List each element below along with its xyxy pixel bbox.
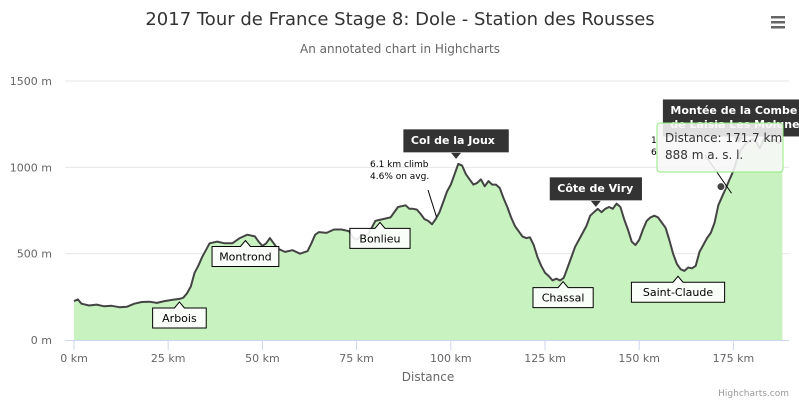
elevation-area-fill bbox=[74, 138, 783, 340]
x-tick-label: 150 km bbox=[618, 352, 660, 365]
tooltip-elevation-text: 888 m a. s. l. bbox=[665, 148, 743, 162]
annotation-text: Montrond bbox=[219, 251, 271, 264]
tooltip-distance-text: Distance: 171.7 km bbox=[665, 131, 782, 145]
annotation-light-label: Montrond bbox=[211, 239, 280, 268]
annotation-dark-label: Col de la Joux bbox=[402, 128, 510, 159]
annotation-text: Bonlieu bbox=[359, 232, 400, 245]
credits-link[interactable]: Highcharts.com bbox=[718, 389, 789, 399]
annotation-text: Col de la Joux bbox=[411, 134, 495, 147]
annotation-box bbox=[548, 176, 643, 202]
annotation-light-label: Saint-Claude bbox=[630, 275, 726, 303]
annotation-text: 6 bbox=[651, 148, 657, 158]
chart-subtitle: An annotated chart in Highcharts bbox=[300, 42, 500, 56]
annotation-text: Saint-Claude bbox=[643, 286, 713, 299]
y-tick-label: 1000 m bbox=[10, 161, 52, 174]
annotation-text: Chassal bbox=[542, 292, 585, 305]
elevation-line bbox=[73, 137, 784, 309]
annotation-box bbox=[630, 275, 726, 303]
context-menu-button[interactable] bbox=[765, 10, 791, 34]
annotation-text: Arbois bbox=[162, 312, 197, 325]
x-tick-label: 100 km bbox=[430, 352, 472, 365]
annotation-box bbox=[402, 128, 510, 154]
hover-point-marker bbox=[716, 182, 726, 192]
annotation-text: 6.1 km climb bbox=[370, 160, 429, 170]
axes: 0 m 500 m 1000 m 1500 m 0 km 25 km 50 km 75 km 1… bbox=[10, 75, 789, 365]
annotation-plain-label: 6.1 km climb 4.6% on avg. bbox=[370, 160, 437, 218]
chart-title: 2017 Tour de France Stage 8: Dole - Stat… bbox=[145, 9, 654, 30]
annotations: Col de la Joux Côte de Viry Montée de la C… bbox=[152, 98, 799, 329]
annotation-text: Montée de la Combe bbox=[670, 104, 797, 117]
annotation-pointer bbox=[590, 200, 601, 207]
annotation-box bbox=[152, 301, 207, 329]
x-tick-label: 75 km bbox=[339, 352, 374, 365]
annotation-box bbox=[349, 221, 411, 249]
annotation-box bbox=[532, 280, 594, 309]
y-tick-label: 500 m bbox=[17, 248, 52, 261]
annotation-text: Côte de Viry bbox=[557, 182, 633, 195]
annotation-dark-label: Côte de Viry bbox=[548, 176, 643, 207]
x-tick-label: 25 km bbox=[151, 352, 186, 365]
annotation-text: 4.6% on avg. bbox=[370, 172, 429, 182]
x-axis-title: Distance bbox=[402, 370, 454, 384]
y-tick-label: 0 m bbox=[31, 334, 52, 347]
annotation-pointer bbox=[451, 152, 462, 159]
hamburger-menu-icon[interactable] bbox=[771, 16, 785, 29]
x-tick-label: 50 km bbox=[245, 352, 280, 365]
tooltip-box bbox=[656, 122, 784, 173]
y-tick-label: 1500 m bbox=[10, 75, 52, 88]
annotation-text: 1 bbox=[651, 136, 657, 146]
annotation-light-label: Chassal bbox=[532, 280, 594, 309]
annotation-light-label: Arbois bbox=[152, 301, 207, 329]
x-tick-label: 175 km bbox=[713, 352, 755, 365]
annotation-leader-line bbox=[427, 189, 437, 218]
tooltip: Distance: 171.7 km 888 m a. s. l. bbox=[656, 122, 784, 192]
annotation-light-label: Bonlieu bbox=[349, 221, 411, 249]
series-area bbox=[73, 137, 784, 340]
x-tick-label: 125 km bbox=[524, 352, 566, 365]
annotation-box bbox=[211, 239, 280, 268]
x-tick-label: 0 km bbox=[60, 352, 88, 365]
